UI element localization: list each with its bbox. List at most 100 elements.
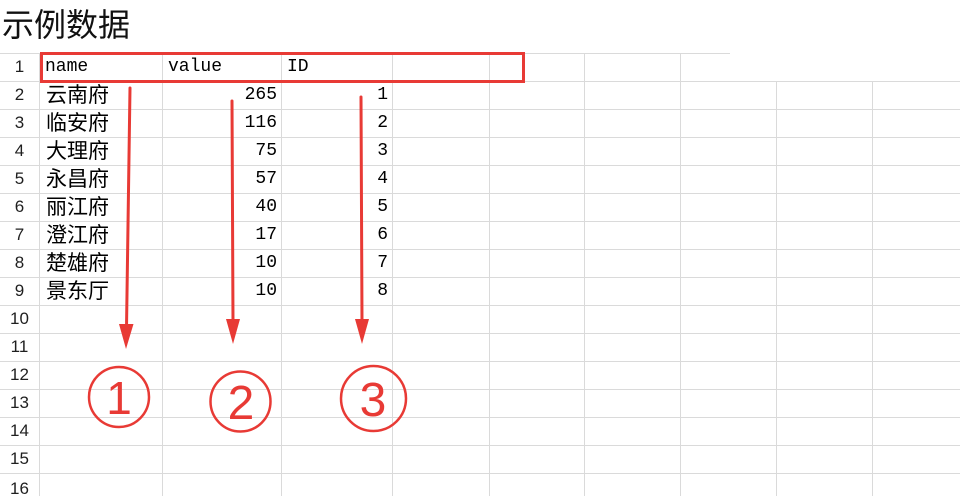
row-header-4[interactable]: 4 <box>0 138 40 166</box>
cell-e2[interactable] <box>490 82 585 110</box>
cell-f11[interactable] <box>585 334 681 362</box>
cell-i16[interactable] <box>873 474 960 496</box>
row-header-1[interactable]: 1 <box>0 54 40 82</box>
cell-a3[interactable]: 临安府 <box>40 110 163 138</box>
cell-i1[interactable] <box>873 54 960 82</box>
cell-i4[interactable] <box>873 138 960 166</box>
cell-f16[interactable] <box>585 474 681 496</box>
row-header-6[interactable]: 6 <box>0 194 40 222</box>
cell-h16[interactable] <box>777 474 873 496</box>
cell-e11[interactable] <box>490 334 585 362</box>
cell-f7[interactable] <box>585 222 681 250</box>
cell-d2[interactable] <box>393 82 490 110</box>
cell-f5[interactable] <box>585 166 681 194</box>
cell-i7[interactable] <box>873 222 960 250</box>
cell-a14[interactable] <box>40 418 163 446</box>
cell-c13[interactable] <box>282 390 393 418</box>
cell-d11[interactable] <box>393 334 490 362</box>
cell-e4[interactable] <box>490 138 585 166</box>
cell-f3[interactable] <box>585 110 681 138</box>
row-header-13[interactable]: 13 <box>0 390 40 418</box>
row-header-10[interactable]: 10 <box>0 306 40 334</box>
cell-f14[interactable] <box>585 418 681 446</box>
cell-c2[interactable]: 1 <box>282 82 393 110</box>
cell-d15[interactable] <box>393 446 490 474</box>
cell-b2[interactable]: 265 <box>163 82 282 110</box>
cell-a12[interactable] <box>40 362 163 390</box>
cell-e3[interactable] <box>490 110 585 138</box>
cell-c12[interactable] <box>282 362 393 390</box>
cell-e6[interactable] <box>490 194 585 222</box>
cell-b13[interactable] <box>163 390 282 418</box>
cell-a15[interactable] <box>40 446 163 474</box>
cell-f2[interactable] <box>585 82 681 110</box>
cell-i6[interactable] <box>873 194 960 222</box>
row-header-11[interactable]: 11 <box>0 334 40 362</box>
cell-g6[interactable] <box>681 194 777 222</box>
row-header-9[interactable]: 9 <box>0 278 40 306</box>
cell-d16[interactable] <box>393 474 490 496</box>
cell-b1[interactable]: value <box>163 54 282 82</box>
cell-g13[interactable] <box>681 390 777 418</box>
cell-b3[interactable]: 116 <box>163 110 282 138</box>
cell-a13[interactable] <box>40 390 163 418</box>
cell-b9[interactable]: 10 <box>163 278 282 306</box>
cell-c10[interactable] <box>282 306 393 334</box>
cell-d7[interactable] <box>393 222 490 250</box>
cell-c8[interactable]: 7 <box>282 250 393 278</box>
cell-e14[interactable] <box>490 418 585 446</box>
cell-i3[interactable] <box>873 110 960 138</box>
cell-a11[interactable] <box>40 334 163 362</box>
cell-b15[interactable] <box>163 446 282 474</box>
cell-b11[interactable] <box>163 334 282 362</box>
cell-d13[interactable] <box>393 390 490 418</box>
row-header-2[interactable]: 2 <box>0 82 40 110</box>
cell-e5[interactable] <box>490 166 585 194</box>
cell-h5[interactable] <box>777 166 873 194</box>
cell-e16[interactable] <box>490 474 585 496</box>
cell-i13[interactable] <box>873 390 960 418</box>
cell-e10[interactable] <box>490 306 585 334</box>
cell-i12[interactable] <box>873 362 960 390</box>
cell-b5[interactable]: 57 <box>163 166 282 194</box>
cell-h9[interactable] <box>777 278 873 306</box>
row-header-16[interactable]: 16 <box>0 474 40 496</box>
cell-c14[interactable] <box>282 418 393 446</box>
cell-c3[interactable]: 2 <box>282 110 393 138</box>
cell-g2[interactable] <box>681 82 777 110</box>
cell-a10[interactable] <box>40 306 163 334</box>
cell-c9[interactable]: 8 <box>282 278 393 306</box>
cell-i5[interactable] <box>873 166 960 194</box>
cell-c16[interactable] <box>282 474 393 496</box>
cell-h8[interactable] <box>777 250 873 278</box>
row-header-5[interactable]: 5 <box>0 166 40 194</box>
cell-h6[interactable] <box>777 194 873 222</box>
cell-b6[interactable]: 40 <box>163 194 282 222</box>
cell-h13[interactable] <box>777 390 873 418</box>
cell-d4[interactable] <box>393 138 490 166</box>
cell-g8[interactable] <box>681 250 777 278</box>
cell-g9[interactable] <box>681 278 777 306</box>
cell-a6[interactable]: 丽江府 <box>40 194 163 222</box>
cell-h15[interactable] <box>777 446 873 474</box>
cell-e9[interactable] <box>490 278 585 306</box>
cell-f15[interactable] <box>585 446 681 474</box>
cell-e15[interactable] <box>490 446 585 474</box>
cell-f10[interactable] <box>585 306 681 334</box>
cell-h2[interactable] <box>777 82 873 110</box>
row-header-15[interactable]: 15 <box>0 446 40 474</box>
cell-d6[interactable] <box>393 194 490 222</box>
cell-f6[interactable] <box>585 194 681 222</box>
cell-a9[interactable]: 景东厅 <box>40 278 163 306</box>
cell-g16[interactable] <box>681 474 777 496</box>
cell-a1[interactable]: name <box>40 54 163 82</box>
cell-f13[interactable] <box>585 390 681 418</box>
cell-g7[interactable] <box>681 222 777 250</box>
cell-h11[interactable] <box>777 334 873 362</box>
cell-h10[interactable] <box>777 306 873 334</box>
cell-b8[interactable]: 10 <box>163 250 282 278</box>
cell-b7[interactable]: 17 <box>163 222 282 250</box>
cell-i10[interactable] <box>873 306 960 334</box>
cell-d12[interactable] <box>393 362 490 390</box>
cell-f9[interactable] <box>585 278 681 306</box>
